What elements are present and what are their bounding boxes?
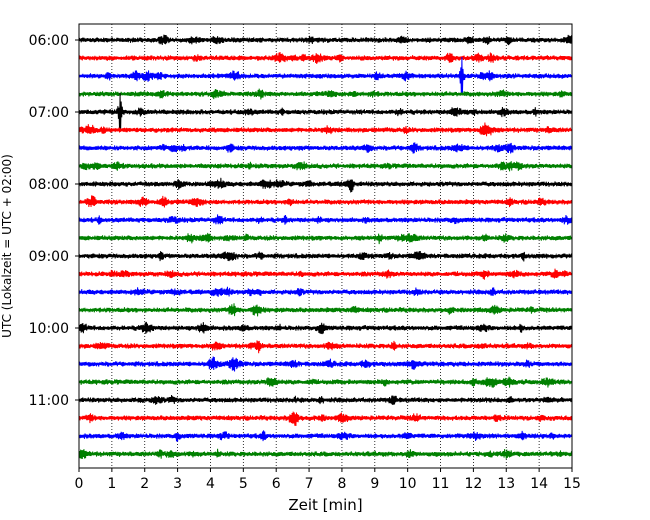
y-tick-label: 07:00 <box>29 105 69 121</box>
x-tick-label: 1 <box>107 476 116 492</box>
x-tick-label: 12 <box>464 476 482 492</box>
trace-1045 <box>78 376 573 388</box>
trace-0645 <box>78 88 573 100</box>
trace-1130 <box>78 430 573 442</box>
seismic-traces <box>78 34 573 459</box>
x-tick-label: 3 <box>173 476 182 492</box>
trace-0715 <box>78 122 573 137</box>
trace-0945 <box>78 303 573 317</box>
trace-0630 <box>78 56 573 96</box>
vertical-gridlines <box>111 24 540 468</box>
y-axis-ticks: 06:00 07:00 08:00 09:00 10:00 11:00 <box>29 33 79 409</box>
y-tick-label: 06:00 <box>29 33 69 49</box>
x-tick-label: 14 <box>530 476 548 492</box>
x-tick-label: 5 <box>239 476 248 492</box>
trace-0830 <box>78 214 573 225</box>
x-tick-label: 7 <box>305 476 314 492</box>
x-tick-label: 10 <box>399 476 417 492</box>
y-tick-label: 09:00 <box>29 249 69 265</box>
y-axis-label: UTC (Lokalzeit = UTC + 02:00) <box>0 154 14 338</box>
trace-1115 <box>78 411 573 427</box>
trace-0700 <box>78 92 573 132</box>
x-tick-label: 15 <box>563 476 581 492</box>
trace-0745 <box>78 161 573 172</box>
x-tick-label: 0 <box>75 476 84 492</box>
x-tick-label: 2 <box>140 476 149 492</box>
y-tick-label: 08:00 <box>29 177 69 193</box>
x-tick-label: 13 <box>497 476 515 492</box>
plot-frame <box>78 23 573 469</box>
trace-0800 <box>78 177 573 193</box>
x-tick-label: 9 <box>370 476 379 492</box>
trace-0730 <box>78 142 573 154</box>
trace-1145 <box>78 448 573 459</box>
trace-0915 <box>78 268 573 280</box>
trace-0600 <box>78 34 573 46</box>
trace-0930 <box>78 286 573 297</box>
trace-0815 <box>78 195 573 208</box>
trace-0900 <box>78 250 573 262</box>
x-tick-label: 8 <box>337 476 346 492</box>
x-axis-ticks: 0 1 2 3 4 5 6 7 8 9 10 11 12 13 14 15 <box>75 468 581 492</box>
trace-1030 <box>78 356 573 372</box>
y-tick-label: 11:00 <box>29 393 69 409</box>
trace-0615 <box>78 51 573 64</box>
x-tick-label: 11 <box>432 476 450 492</box>
y-tick-label: 10:00 <box>29 321 69 337</box>
trace-1000 <box>78 321 573 335</box>
trace-1100 <box>78 394 573 405</box>
trace-0845 <box>78 232 573 245</box>
x-axis-label: Zeit [min] <box>288 496 362 514</box>
x-tick-label: 6 <box>272 476 281 492</box>
trace-1015 <box>78 340 573 354</box>
x-tick-label: 4 <box>206 476 215 492</box>
